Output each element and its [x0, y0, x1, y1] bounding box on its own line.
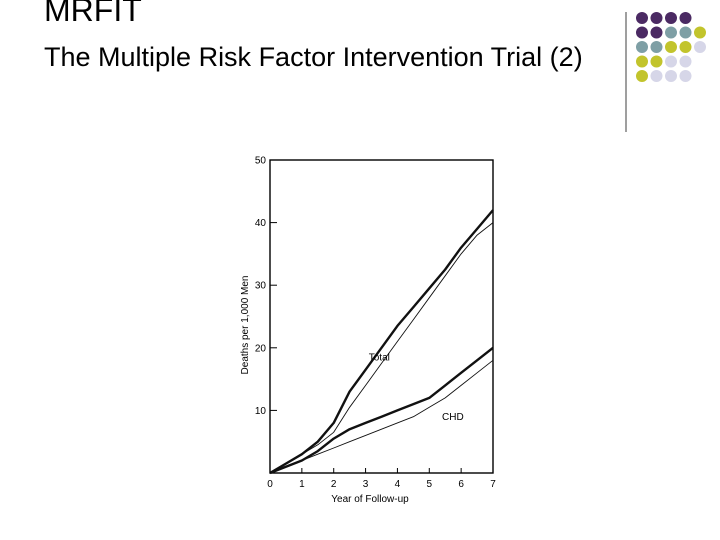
decorative-dot	[679, 55, 692, 68]
y-tick-label: 40	[255, 218, 267, 229]
decorative-dot	[650, 70, 663, 82]
y-tick-label: 50	[255, 156, 267, 167]
plot-area-frame	[269, 159, 494, 474]
decorative-dot	[679, 26, 692, 39]
x-tick-label: 0	[267, 479, 273, 490]
decorative-dot	[636, 55, 648, 68]
decorative-dot	[694, 26, 706, 39]
x-tick-label: 7	[490, 479, 496, 490]
annotation-chd: CHD	[442, 412, 464, 423]
annotation-layer: Total CHD	[369, 352, 464, 422]
y-tick-label: 20	[255, 343, 267, 354]
series-line-chd-thick	[269, 346, 494, 475]
dot-grid-group	[636, 12, 706, 82]
annotation-total: Total	[369, 352, 390, 363]
x-tick-label: 4	[395, 479, 401, 490]
decorative-dot	[679, 12, 692, 24]
decorative-dot	[650, 12, 663, 24]
decorative-dot	[636, 12, 648, 24]
series-layer	[269, 209, 494, 475]
decorative-dot	[650, 26, 663, 39]
series-line-chd-thin	[269, 359, 494, 474]
decorative-dot	[636, 26, 648, 39]
y-axis-label: Deaths per 1,000 Men	[240, 276, 251, 375]
y-axis-ticks: 10 20 30 40 50	[255, 156, 277, 417]
x-tick-label: 1	[299, 479, 305, 490]
decorative-dot	[650, 41, 663, 53]
decorative-dot	[679, 41, 692, 53]
slide-subtitle: The Multiple Risk Factor Intervention Tr…	[44, 42, 583, 72]
series-line-total-thick	[269, 209, 494, 475]
decorative-dot	[636, 41, 648, 53]
decorative-dot	[665, 70, 677, 82]
decorative-dot	[665, 26, 677, 39]
x-axis-label: Year of Follow-up	[331, 494, 409, 505]
decorative-dot-grid	[625, 12, 706, 132]
y-tick-label: 10	[255, 406, 267, 417]
decorative-dot	[665, 55, 677, 68]
mortality-chart: 10 20 30 40 50 0 1 2 3 4 5 6 7 Total CHD Year of Fol…	[240, 156, 496, 506]
x-tick-label: 2	[331, 479, 337, 490]
x-tick-label: 6	[458, 479, 464, 490]
decorative-dot	[665, 12, 677, 24]
x-tick-label: 5	[427, 479, 433, 490]
decorative-dot	[665, 41, 677, 53]
decorative-dot	[679, 70, 692, 82]
y-tick-label: 30	[255, 281, 267, 292]
x-tick-label: 3	[363, 479, 369, 490]
decorative-dot	[636, 70, 648, 82]
series-line-total-thin	[269, 222, 494, 474]
slide-title: MRFIT	[44, 0, 142, 28]
x-axis-ticks: 0 1 2 3 4 5 6 7	[267, 468, 496, 490]
decorative-dot	[650, 55, 663, 68]
decorative-dot	[694, 41, 706, 53]
